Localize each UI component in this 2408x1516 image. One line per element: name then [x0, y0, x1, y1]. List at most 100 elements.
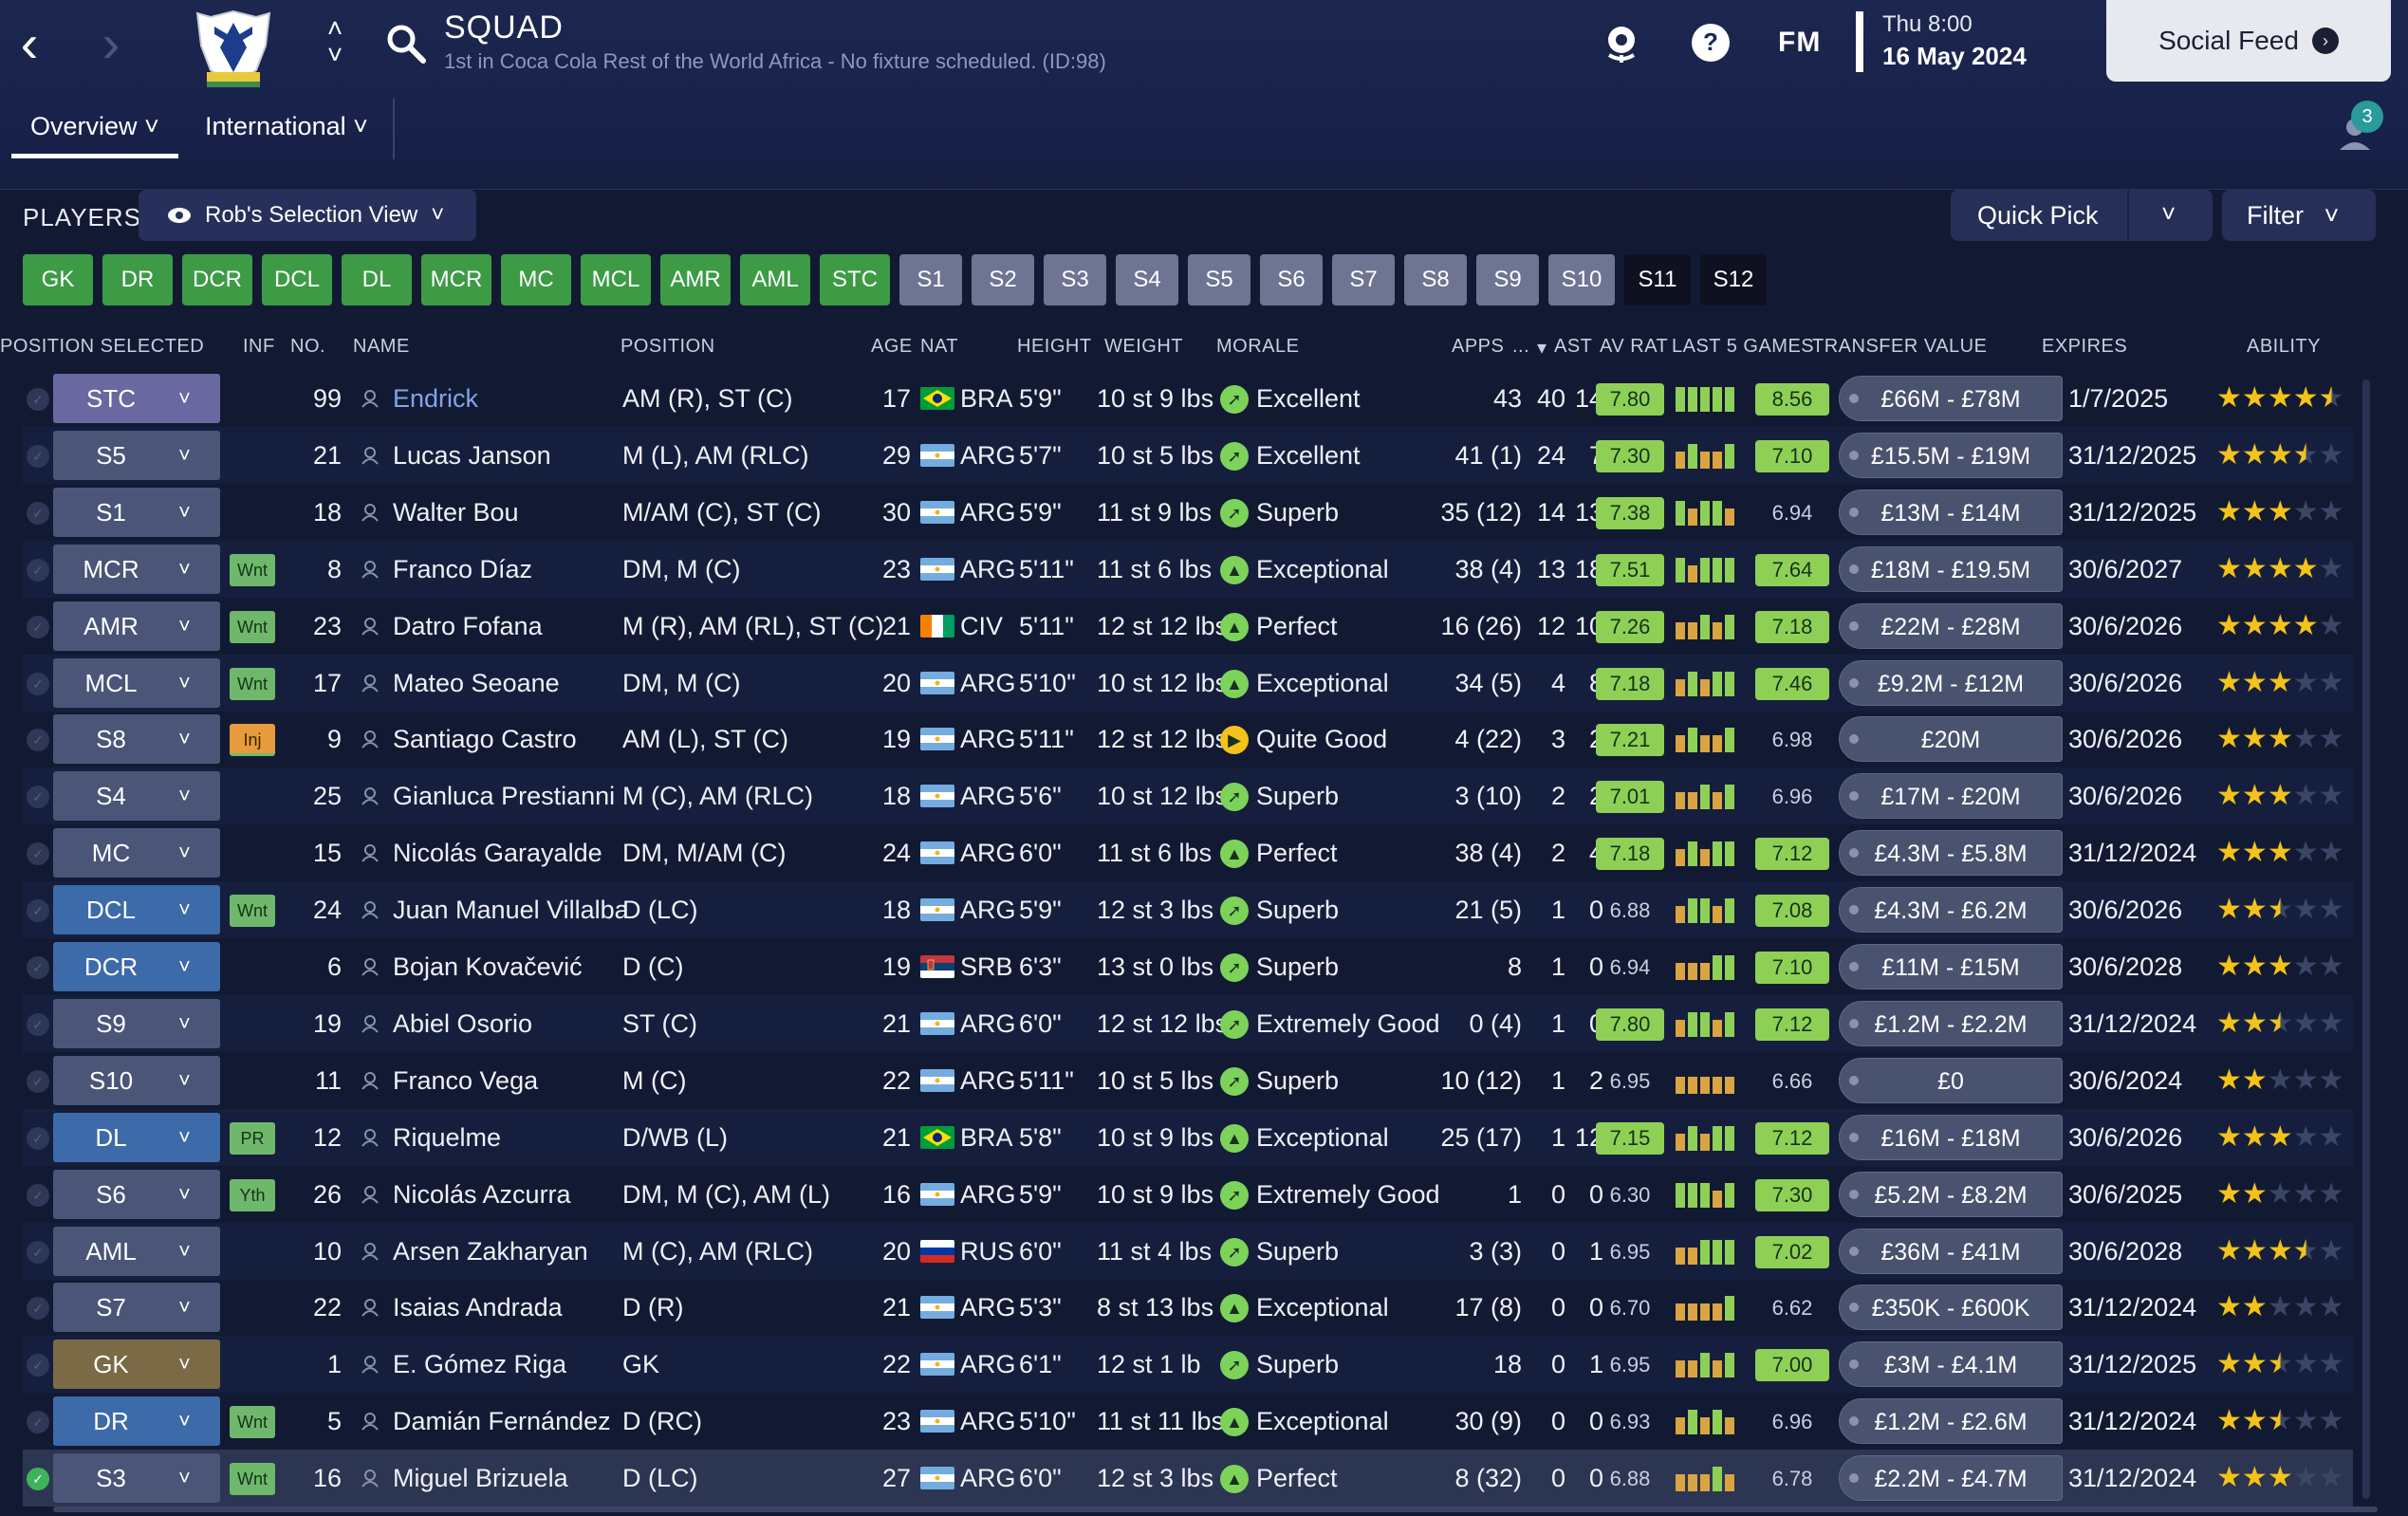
transfer-value[interactable]: £17M - £20M: [1839, 773, 2063, 820]
position-chip-dl[interactable]: DL: [342, 254, 412, 305]
transfer-value[interactable]: £16M - £18M: [1839, 1114, 2063, 1160]
position-selector[interactable]: S10 ˅: [53, 1055, 220, 1105]
table-row[interactable]: ✓ AML ˅ 10 Arsen Zakharyan M (C), AM (RLC) 20 R…: [23, 1222, 2353, 1280]
position-chip-amr[interactable]: AMR: [660, 254, 731, 305]
position-chip-s7[interactable]: S7: [1332, 254, 1395, 305]
tab-international[interactable]: International ˅: [205, 112, 368, 140]
position-selector[interactable]: DCR ˅: [53, 942, 220, 991]
info-badge[interactable]: Wnt: [230, 895, 275, 928]
position-chip-s2[interactable]: S2: [972, 254, 1034, 305]
position-chip-s9[interactable]: S9: [1476, 254, 1539, 305]
info-badge[interactable]: Inj: [230, 724, 275, 757]
position-chip-s3[interactable]: S3: [1044, 254, 1106, 305]
player-nationality[interactable]: ARG: [960, 725, 1016, 754]
position-chip-s5[interactable]: S5: [1188, 254, 1250, 305]
player-name[interactable]: Endrick: [393, 384, 479, 413]
position-selector[interactable]: DR ˅: [53, 1396, 220, 1447]
player-name[interactable]: Franco Díaz: [393, 554, 533, 583]
table-row[interactable]: ✓ S5 ˅ 21 Lucas Janson M (L), AM (RLC) 29 ARG 5'…: [23, 426, 2353, 484]
row-checkbox[interactable]: ✓: [27, 1411, 49, 1434]
forward-icon[interactable]: ›: [102, 13, 120, 73]
position-chip-stc[interactable]: STC: [820, 254, 890, 305]
position-selector[interactable]: MC ˅: [53, 828, 220, 878]
player-name[interactable]: Nicolás Garayalde: [393, 839, 602, 868]
view-dropdown[interactable]: Rob's Selection View ˅: [139, 190, 476, 241]
position-chip-aml[interactable]: AML: [740, 254, 810, 305]
position-chip-mcl[interactable]: MCL: [581, 254, 651, 305]
col-no[interactable]: NO.: [290, 336, 326, 357]
chevron-down-icon[interactable]: ˅: [2161, 199, 2176, 228]
col-position[interactable]: POSITION: [621, 336, 715, 357]
player-nationality[interactable]: ARG: [960, 896, 1016, 925]
col-last5[interactable]: LAST 5 GAMES: [1672, 336, 1815, 357]
position-chip-s11[interactable]: S11: [1624, 254, 1691, 305]
football-globe-icon[interactable]: [1598, 19, 1645, 66]
position-selector[interactable]: S5 ˅: [53, 430, 220, 480]
chevron-up-icon[interactable]: ˄: [326, 13, 343, 43]
player-name[interactable]: Gianluca Prestianni: [393, 782, 616, 811]
player-nationality[interactable]: ARG: [960, 1407, 1016, 1436]
row-checkbox[interactable]: ✓: [27, 444, 49, 468]
player-nationality[interactable]: ARG: [960, 554, 1016, 583]
row-checkbox[interactable]: ✓: [27, 786, 49, 809]
position-chip-s6[interactable]: S6: [1260, 254, 1323, 305]
player-nationality[interactable]: BRA: [960, 384, 1013, 413]
player-name[interactable]: Isaias Andrada: [393, 1293, 563, 1322]
position-selector[interactable]: AMR ˅: [53, 601, 220, 651]
position-chip-mc[interactable]: MC: [501, 254, 571, 305]
position-chip-s12[interactable]: S12: [1700, 254, 1767, 305]
table-row[interactable]: ✓ GK ˅ 1 E. Gómez Riga GK 22 ARG 6'1" 12 st 1 lb ➚…: [23, 1336, 2353, 1394]
row-checkbox[interactable]: ✓: [27, 956, 49, 979]
position-chip-s1[interactable]: S1: [899, 254, 962, 305]
row-checkbox[interactable]: ✓: [27, 501, 49, 525]
table-row[interactable]: ✓ MCR ˅ Wnt 8 Franco Díaz DM, M (C) 23 ARG 5'11" 1…: [23, 540, 2353, 598]
transfer-value[interactable]: £2.2M - £4.7M: [1839, 1455, 2063, 1502]
player-nationality[interactable]: ARG: [960, 1350, 1016, 1379]
position-selector[interactable]: MCL ˅: [53, 657, 220, 708]
player-nationality[interactable]: ARG: [960, 1065, 1016, 1095]
position-chip-mcr[interactable]: MCR: [421, 254, 491, 305]
transfer-value[interactable]: £13M - £14M: [1839, 489, 2063, 535]
row-checkbox[interactable]: ✓: [27, 1354, 49, 1377]
player-switcher[interactable]: ˄ ˅: [321, 15, 349, 72]
table-row[interactable]: ✓ STC ˅ 99 Endrick AM (R), ST (C) 17 BRA 5'9" 10 …: [23, 370, 2353, 427]
player-nationality[interactable]: RUS: [960, 1236, 1015, 1266]
table-row[interactable]: ✓ S6 ˅ Yth 26 Nicolás Azcurra DM, M (C), AM (L…: [23, 1166, 2353, 1223]
transfer-value[interactable]: £22M - £28M: [1839, 602, 2063, 649]
position-selector[interactable]: STC ˅: [53, 374, 220, 423]
col-age[interactable]: AGE: [871, 336, 913, 357]
position-selector[interactable]: AML ˅: [53, 1226, 220, 1276]
table-row[interactable]: ✓ DR ˅ Wnt 5 Damián Fernández D (RC) 23 ARG 5'10"…: [23, 1393, 2353, 1450]
player-nationality[interactable]: ARG: [960, 839, 1016, 868]
player-name[interactable]: Lucas Janson: [393, 440, 551, 470]
transfer-value[interactable]: £350K - £600K: [1839, 1285, 2063, 1331]
col-av-rat[interactable]: AV RAT: [1600, 336, 1669, 357]
player-nationality[interactable]: ARG: [960, 1464, 1016, 1493]
player-nationality[interactable]: ARG: [960, 497, 1016, 527]
table-row[interactable]: ✓ S1 ˅ 18 Walter Bou M/AM (C), ST (C) 30 ARG 5'9…: [23, 484, 2353, 541]
position-selector[interactable]: S8 ˅: [53, 714, 220, 765]
row-checkbox[interactable]: ✓: [27, 1297, 49, 1321]
position-selector[interactable]: GK ˅: [53, 1340, 220, 1390]
col-expires[interactable]: EXPIRES: [2042, 336, 2128, 357]
row-checkbox[interactable]: ✓: [27, 1183, 49, 1207]
position-chip-s4[interactable]: S4: [1116, 254, 1178, 305]
social-feed-button[interactable]: Social Feed ›: [2106, 0, 2391, 82]
transfer-value[interactable]: £15.5M - £19M: [1839, 432, 2063, 478]
info-badge[interactable]: PR: [230, 1121, 275, 1155]
col-name[interactable]: NAME: [353, 336, 410, 357]
table-row[interactable]: ✓ S4 ˅ 25 Gianluca Prestianni M (C), AM (RLC)…: [23, 767, 2353, 825]
col-height[interactable]: HEIGHT: [1017, 336, 1092, 357]
transfer-value[interactable]: £66M - £78M: [1839, 376, 2063, 421]
transfer-value[interactable]: £4.3M - £6.2M: [1839, 887, 2063, 934]
player-name[interactable]: Riquelme: [393, 1122, 502, 1152]
transfer-value[interactable]: £36M - £41M: [1839, 1228, 2063, 1274]
position-selector[interactable]: MCR ˅: [53, 544, 220, 594]
col-apps[interactable]: APPS: [1452, 336, 1505, 357]
transfer-value[interactable]: £0: [1839, 1057, 2063, 1103]
position-selector[interactable]: S6 ˅: [53, 1169, 220, 1219]
table-row[interactable]: ✓ DCR ˅ 6 Bojan Kovačević D (C) 19 SRB 6'3" 13 st…: [23, 938, 2353, 995]
row-checkbox[interactable]: ✓: [27, 615, 49, 638]
player-nationality[interactable]: ARG: [960, 1179, 1016, 1209]
player-name[interactable]: Juan Manuel Villalba: [393, 896, 629, 925]
